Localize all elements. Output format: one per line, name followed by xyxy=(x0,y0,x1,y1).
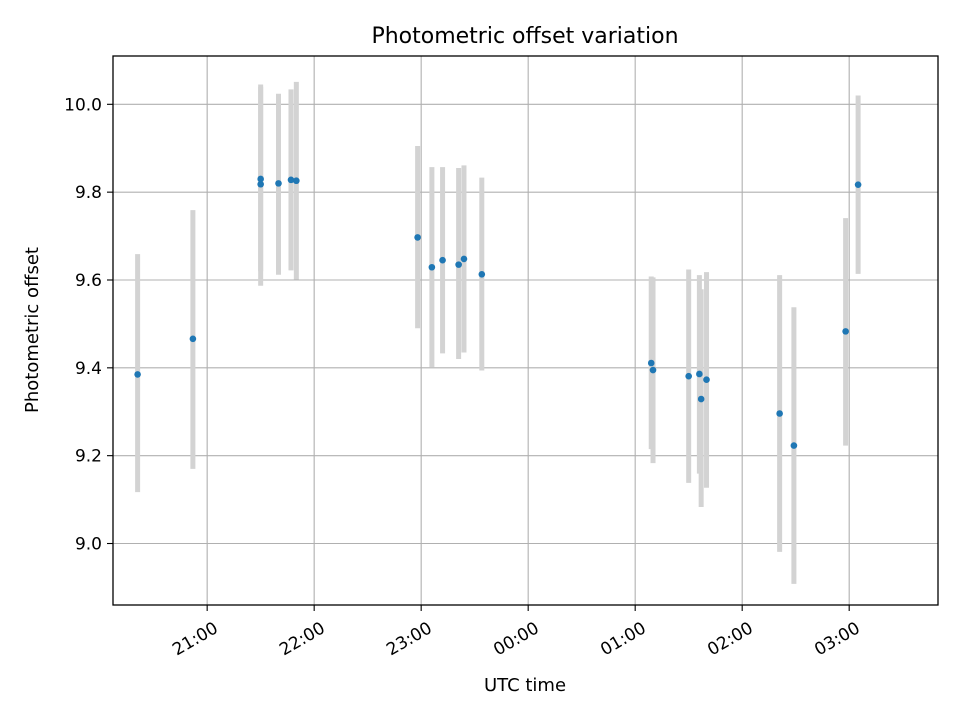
data-point xyxy=(460,255,468,263)
data-point xyxy=(696,370,703,378)
data-point xyxy=(287,176,295,184)
data-point xyxy=(455,261,462,268)
data-point xyxy=(257,175,264,183)
plot-frame xyxy=(112,55,939,606)
data-point xyxy=(842,328,849,335)
data-point xyxy=(776,410,783,417)
data-points xyxy=(134,175,862,449)
data-point xyxy=(697,395,705,403)
grid-lines xyxy=(113,56,938,605)
y-tick-label: 9.4 xyxy=(75,359,102,379)
y-tick-label: 9.6 xyxy=(75,271,102,291)
data-point xyxy=(257,180,264,188)
y-tick-label: 9.8 xyxy=(75,183,102,203)
data-point xyxy=(649,366,657,374)
data-point xyxy=(647,359,655,367)
x-axis-label: UTC time xyxy=(484,675,566,696)
data-point xyxy=(134,371,141,378)
data-point xyxy=(790,442,798,449)
y-axis-label: Photometric offset xyxy=(22,247,43,413)
data-point xyxy=(414,234,421,241)
data-point xyxy=(428,263,436,271)
data-point xyxy=(189,335,197,343)
data-point xyxy=(439,256,446,264)
chart-title: Photometric offset variation xyxy=(371,24,678,49)
data-point xyxy=(854,181,862,188)
y-tick-label: 9.2 xyxy=(75,447,102,467)
data-point xyxy=(703,376,710,383)
data-point xyxy=(275,180,282,187)
data-point xyxy=(293,177,300,185)
data-point xyxy=(685,372,692,380)
y-tick-label: 9.0 xyxy=(75,535,102,555)
y-axis-ticks: 9.0 9.2 9.4 9.6 9.8 10.0 xyxy=(64,95,113,555)
y-tick-label: 10.0 xyxy=(64,95,102,115)
data-point xyxy=(478,270,486,278)
